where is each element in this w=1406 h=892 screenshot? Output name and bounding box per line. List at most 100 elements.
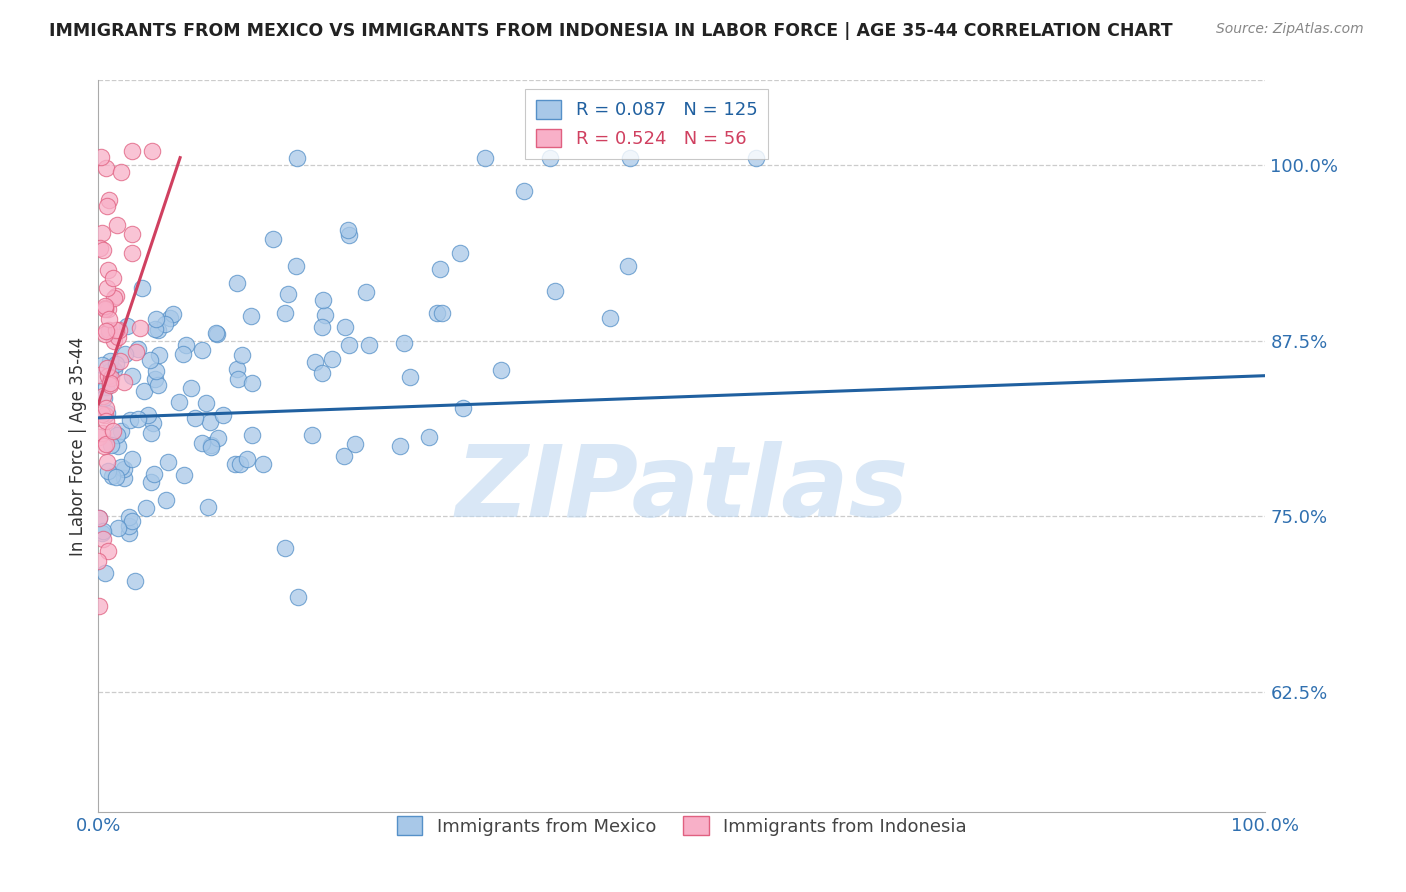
Point (96, 455, 118, 469)
Point (94, 401, 117, 415)
Point (229, 457, 252, 471)
Point (97, 464, 120, 478)
Point (93, 391, 115, 405)
Point (619, 151, 641, 165)
Point (103, 292, 125, 306)
Point (121, 144, 143, 158)
Point (285, 259, 308, 273)
Point (121, 515, 143, 529)
Point (90, 150, 112, 164)
Point (89, 368, 111, 383)
Point (392, 336, 415, 351)
Point (97, 301, 120, 316)
Point (142, 467, 165, 481)
Point (538, 151, 561, 165)
Point (745, 151, 768, 165)
Point (94, 379, 117, 393)
Point (207, 431, 229, 445)
Point (96, 361, 118, 376)
Point (91, 243, 114, 257)
Point (124, 574, 146, 588)
Point (94, 436, 117, 450)
Point (91, 226, 114, 240)
Point (142, 417, 165, 431)
Point (125, 345, 148, 359)
Point (172, 347, 194, 361)
Point (97, 325, 120, 339)
Point (105, 323, 128, 337)
Point (337, 223, 360, 237)
Point (103, 334, 125, 349)
Point (101, 469, 124, 483)
Point (145, 364, 167, 378)
Point (108, 354, 131, 368)
Point (94, 299, 117, 313)
Point (89, 599, 111, 613)
Point (143, 322, 166, 336)
Point (148, 349, 170, 363)
Point (335, 320, 357, 334)
Point (304, 355, 326, 369)
Point (544, 284, 567, 298)
Point (173, 468, 195, 483)
Point (114, 347, 136, 361)
Text: IMMIGRANTS FROM MEXICO VS IMMIGRANTS FROM INDONESIA IN LABOR FORCE | AGE 35-44 C: IMMIGRANTS FROM MEXICO VS IMMIGRANTS FRO… (49, 22, 1173, 40)
Point (94, 301, 117, 315)
Point (159, 310, 181, 325)
Point (105, 427, 128, 442)
Point (121, 369, 143, 384)
Y-axis label: In Labor Force | Age 35-44: In Labor Force | Age 35-44 (69, 336, 87, 556)
Point (252, 457, 274, 471)
Point (96, 414, 118, 428)
Point (426, 306, 449, 320)
Point (91, 389, 114, 403)
Point (91, 532, 114, 546)
Point (139, 425, 162, 440)
Point (489, 362, 512, 376)
Point (195, 395, 218, 409)
Point (96, 281, 118, 295)
Point (121, 246, 143, 260)
Point (115, 319, 138, 334)
Point (135, 501, 157, 516)
Point (97, 368, 120, 383)
Point (226, 372, 249, 386)
Point (190, 343, 212, 357)
Point (105, 289, 128, 303)
Point (94, 324, 117, 338)
Point (129, 321, 152, 335)
Point (277, 287, 299, 301)
Point (118, 525, 141, 540)
Point (429, 262, 451, 277)
Point (343, 437, 366, 451)
Point (139, 352, 162, 367)
Point (112, 375, 135, 389)
Point (100, 371, 122, 385)
Point (262, 232, 284, 246)
Point (617, 260, 640, 274)
Point (98, 363, 121, 377)
Point (599, 311, 621, 326)
Point (93, 439, 115, 453)
Point (145, 311, 167, 326)
Point (198, 416, 221, 430)
Point (98, 376, 121, 390)
Point (100, 438, 122, 452)
Point (118, 413, 141, 427)
Point (110, 424, 132, 438)
Point (205, 327, 228, 342)
Point (108, 323, 131, 337)
Point (103, 271, 125, 285)
Point (118, 519, 141, 533)
Point (91, 524, 114, 538)
Point (89, 430, 111, 444)
Point (146, 323, 169, 337)
Point (143, 372, 166, 386)
Point (212, 408, 235, 422)
Point (156, 455, 179, 469)
Point (138, 408, 160, 422)
Point (97, 312, 120, 326)
Point (184, 410, 207, 425)
Point (239, 309, 262, 323)
Point (127, 343, 149, 357)
